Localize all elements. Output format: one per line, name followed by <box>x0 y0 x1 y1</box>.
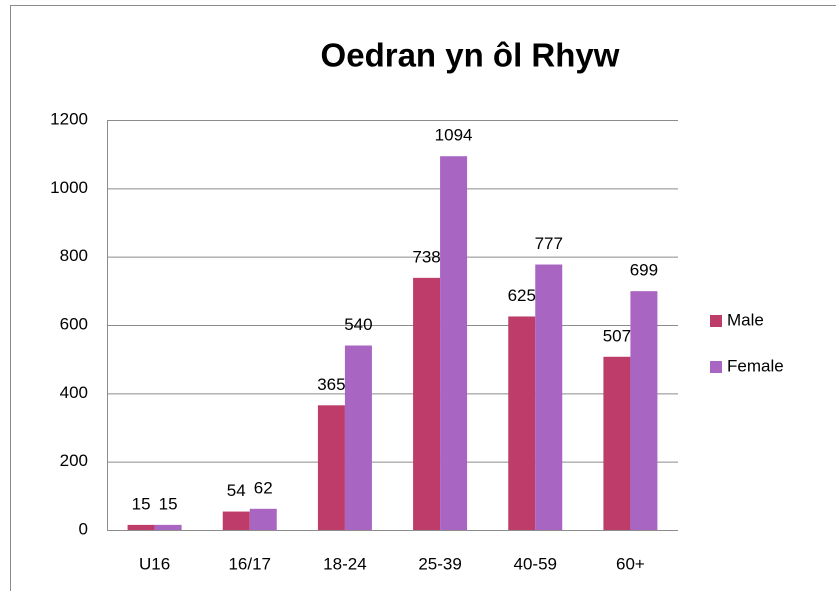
bar <box>440 156 468 530</box>
x-tick-label: 40-59 <box>514 554 557 573</box>
legend-label: Female <box>727 356 784 375</box>
bar <box>603 356 631 530</box>
bar <box>344 345 372 530</box>
y-tick-label: 800 <box>60 246 88 265</box>
x-tick-label: 60+ <box>616 554 645 573</box>
data-label: 15 <box>159 494 178 513</box>
y-tick-label: 1000 <box>50 178 88 197</box>
bar <box>249 508 277 530</box>
bar <box>413 277 441 530</box>
legend-swatch <box>710 315 722 327</box>
bar <box>154 524 182 530</box>
x-tick-label: U16 <box>139 554 170 573</box>
data-label: 54 <box>227 481 246 500</box>
bar <box>535 264 563 530</box>
bar <box>127 524 155 530</box>
data-label: 365 <box>317 375 345 394</box>
data-label: 507 <box>603 326 631 345</box>
data-label: 540 <box>344 315 372 334</box>
bar <box>222 511 250 530</box>
data-label: 62 <box>254 478 273 497</box>
data-label: 738 <box>412 247 440 266</box>
bar <box>508 316 536 530</box>
y-tick-label: 0 <box>79 519 88 538</box>
y-tick-label: 1200 <box>50 109 88 128</box>
data-label: 625 <box>508 286 536 305</box>
bar <box>630 291 658 530</box>
x-tick-label: 16/17 <box>228 554 271 573</box>
y-tick-label: 600 <box>60 314 88 333</box>
y-tick-label: 200 <box>60 451 88 470</box>
data-label: 15 <box>132 494 151 513</box>
x-tick-label: 18-24 <box>323 554 366 573</box>
legend-label: Male <box>727 310 764 329</box>
y-tick-label: 400 <box>60 383 88 402</box>
bar <box>317 405 345 530</box>
data-label: 699 <box>630 261 658 280</box>
data-label: 777 <box>535 234 563 253</box>
chart-title: Oedran yn ôl Rhyw <box>321 37 620 74</box>
data-label: 1094 <box>435 126 473 145</box>
legend-swatch <box>710 361 722 373</box>
x-tick-label: 25-39 <box>418 554 461 573</box>
